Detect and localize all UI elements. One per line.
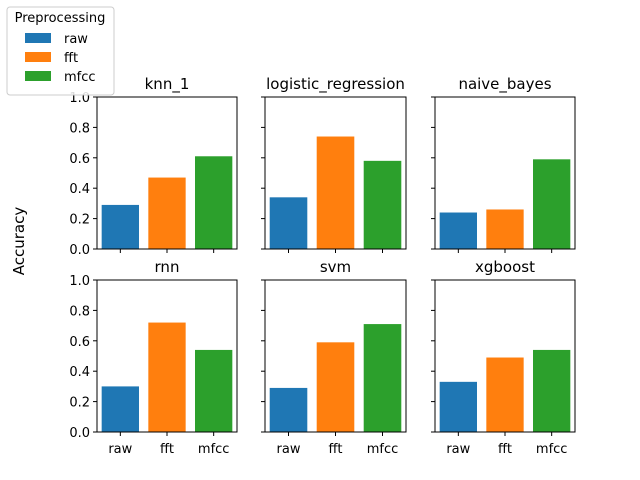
bar-naive_bayes-mfcc [533, 159, 571, 249]
y-tick-label: 0.6 [69, 335, 90, 350]
legend-swatch-raw [25, 33, 51, 43]
subplot-xgboost: xgboost raw fft mfcc [431, 258, 576, 457]
legend-label-raw: raw [64, 32, 88, 47]
bar-knn_1-fft [148, 177, 186, 249]
bar-svm-mfcc [363, 324, 402, 432]
subplots: knn_1 0.0 0.2 0.4 0.6 0.8 1.0 logistic_regressi… [69, 75, 576, 457]
subplot-title: naive_bayes [458, 75, 551, 94]
bar-logistic_regression-raw [269, 197, 308, 249]
bar-naive_bayes-fft [486, 209, 524, 249]
subplot-naive_bayes: naive_bayes [431, 75, 576, 253]
y-tick-label: 0.2 [69, 396, 90, 411]
bar-xgboost-fft [486, 357, 524, 432]
legend-swatch-mfcc [25, 71, 51, 81]
bar-svm-raw [269, 387, 308, 432]
bar-xgboost-mfcc [533, 349, 571, 432]
y-tick-label: 0.0 [69, 426, 90, 441]
legend: Preprocessing raw fft mfcc [6, 6, 115, 96]
x-tick-label: mfcc [367, 442, 399, 457]
y-tick-label: 0.4 [69, 182, 90, 197]
subplot-logistic_regression: logistic_regression [261, 75, 407, 253]
y-tick-label: 0.8 [69, 121, 90, 136]
bar-naive_bayes-raw [439, 212, 477, 249]
legend-title: Preprocessing [15, 11, 106, 26]
bar-knn_1-raw [101, 204, 139, 249]
x-tick-label: fft [498, 442, 512, 457]
x-tick-label: raw [108, 442, 132, 457]
x-tick-label: fft [160, 442, 174, 457]
y-tick-label: 0.2 [69, 213, 90, 228]
bar-svm-fft [316, 342, 355, 432]
bar-logistic_regression-mfcc [363, 160, 402, 249]
legend-entries: raw fft mfcc [25, 32, 96, 85]
subplot-title: xgboost [475, 258, 535, 276]
bar-logistic_regression-fft [316, 136, 355, 249]
subplot-title: svm [320, 258, 351, 276]
bar-xgboost-raw [439, 381, 477, 432]
subplot-knn_1: knn_10.00.20.40.60.81.0 [69, 75, 238, 258]
y-tick-label: 0.8 [69, 304, 90, 319]
y-tick-label: 0.6 [69, 152, 90, 167]
x-tick-label: raw [446, 442, 470, 457]
subplot-title: rnn [155, 258, 180, 276]
x-tick-label: mfcc [536, 442, 568, 457]
legend-label-mfcc: mfcc [64, 70, 96, 85]
bar-rnn-raw [101, 386, 139, 432]
y-tick-label: 0.4 [69, 365, 90, 380]
bar-knn_1-mfcc [195, 156, 233, 249]
x-tick-label: fft [328, 442, 342, 457]
subplot-title: logistic_regression [266, 75, 405, 94]
x-tick-label: raw [277, 442, 301, 457]
x-tick-label: mfcc [198, 442, 230, 457]
y-tick-label: 1.0 [69, 274, 90, 289]
subplot-rnn: rnn 0.0 0.2 0.4 0.6 0.8 1.0 raw fft mfcc [69, 258, 238, 457]
bar-rnn-fft [148, 322, 186, 432]
y-tick-label: 0.0 [69, 243, 90, 258]
legend-label-fft: fft [64, 51, 78, 66]
legend-swatch-fft [25, 52, 51, 62]
subplot-title: knn_1 [145, 75, 190, 94]
figure-ylabel: Accuracy [10, 207, 28, 276]
subplot-svm: svm raw fft mfcc [261, 258, 407, 457]
bar-rnn-mfcc [195, 349, 233, 432]
